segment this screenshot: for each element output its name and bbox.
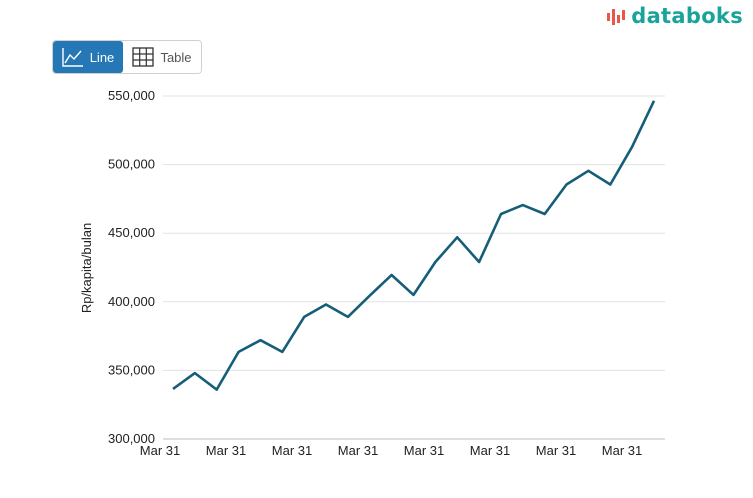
y-axis-label: Rp/kapita/bulan	[79, 223, 94, 313]
y-tick-label: 350,000	[108, 362, 155, 377]
x-tick-label: Mar 31	[140, 443, 180, 458]
line-chart-icon	[62, 48, 83, 67]
data-point[interactable]	[169, 385, 177, 393]
x-tick-label: Mar 31	[338, 443, 378, 458]
y-axis-ticks: 300,000 350,000 400,000 450,000 500,000 550,0…	[108, 88, 155, 446]
x-tick-label: Mar 31	[404, 443, 444, 458]
data-point[interactable]	[563, 180, 571, 188]
y-tick-label: 550,000	[108, 88, 155, 103]
data-point[interactable]	[388, 271, 396, 279]
data-point[interactable]	[584, 167, 592, 175]
table-view-label: Table	[160, 49, 192, 65]
series-layer	[169, 97, 658, 394]
data-point[interactable]	[431, 258, 439, 266]
data-point[interactable]	[300, 313, 308, 321]
table-grid-icon	[132, 47, 155, 67]
data-point[interactable]	[256, 336, 264, 344]
data-point[interactable]	[628, 143, 636, 151]
data-point[interactable]	[410, 291, 418, 299]
x-tick-label: Mar 31	[272, 443, 312, 458]
series-line[interactable]	[172, 100, 656, 391]
data-point[interactable]	[366, 292, 374, 300]
y-tick-label: 300,000	[108, 431, 155, 446]
logo-bars-icon	[607, 9, 626, 25]
data-point[interactable]	[344, 313, 352, 321]
data-point[interactable]	[191, 369, 199, 377]
data-point[interactable]	[453, 233, 461, 241]
data-point[interactable]	[475, 258, 483, 266]
data-point[interactable]	[497, 210, 505, 218]
data-point[interactable]	[606, 180, 614, 188]
table-view-button[interactable]: Table	[123, 41, 201, 73]
logo-text: databoks	[631, 4, 743, 28]
x-tick-label: Mar 31	[602, 443, 642, 458]
databoks-logo[interactable]: databoks	[606, 4, 743, 28]
x-tick-label: Mar 31	[470, 443, 510, 458]
line-view-label: Line	[89, 49, 115, 65]
data-point[interactable]	[278, 348, 286, 356]
x-axis-ticks: Mar 31 Mar 31 Mar 31 Mar 31 Mar 31 Mar 31 Mar …	[140, 443, 642, 458]
data-point[interactable]	[541, 210, 549, 218]
y-tick-label: 500,000	[108, 157, 155, 172]
data-point[interactable]	[213, 386, 221, 394]
data-point[interactable]	[519, 201, 527, 209]
data-point[interactable]	[235, 348, 243, 356]
grid-lines	[163, 95, 665, 440]
x-tick-label: Mar 31	[206, 443, 246, 458]
x-tick-label: Mar 31	[536, 443, 576, 458]
y-tick-label: 400,000	[108, 294, 155, 309]
y-tick-label: 450,000	[108, 225, 155, 240]
data-point[interactable]	[650, 97, 658, 105]
line-view-button[interactable]: Line	[53, 41, 123, 73]
data-point[interactable]	[322, 301, 330, 309]
view-toggle: Line Table	[52, 40, 202, 74]
